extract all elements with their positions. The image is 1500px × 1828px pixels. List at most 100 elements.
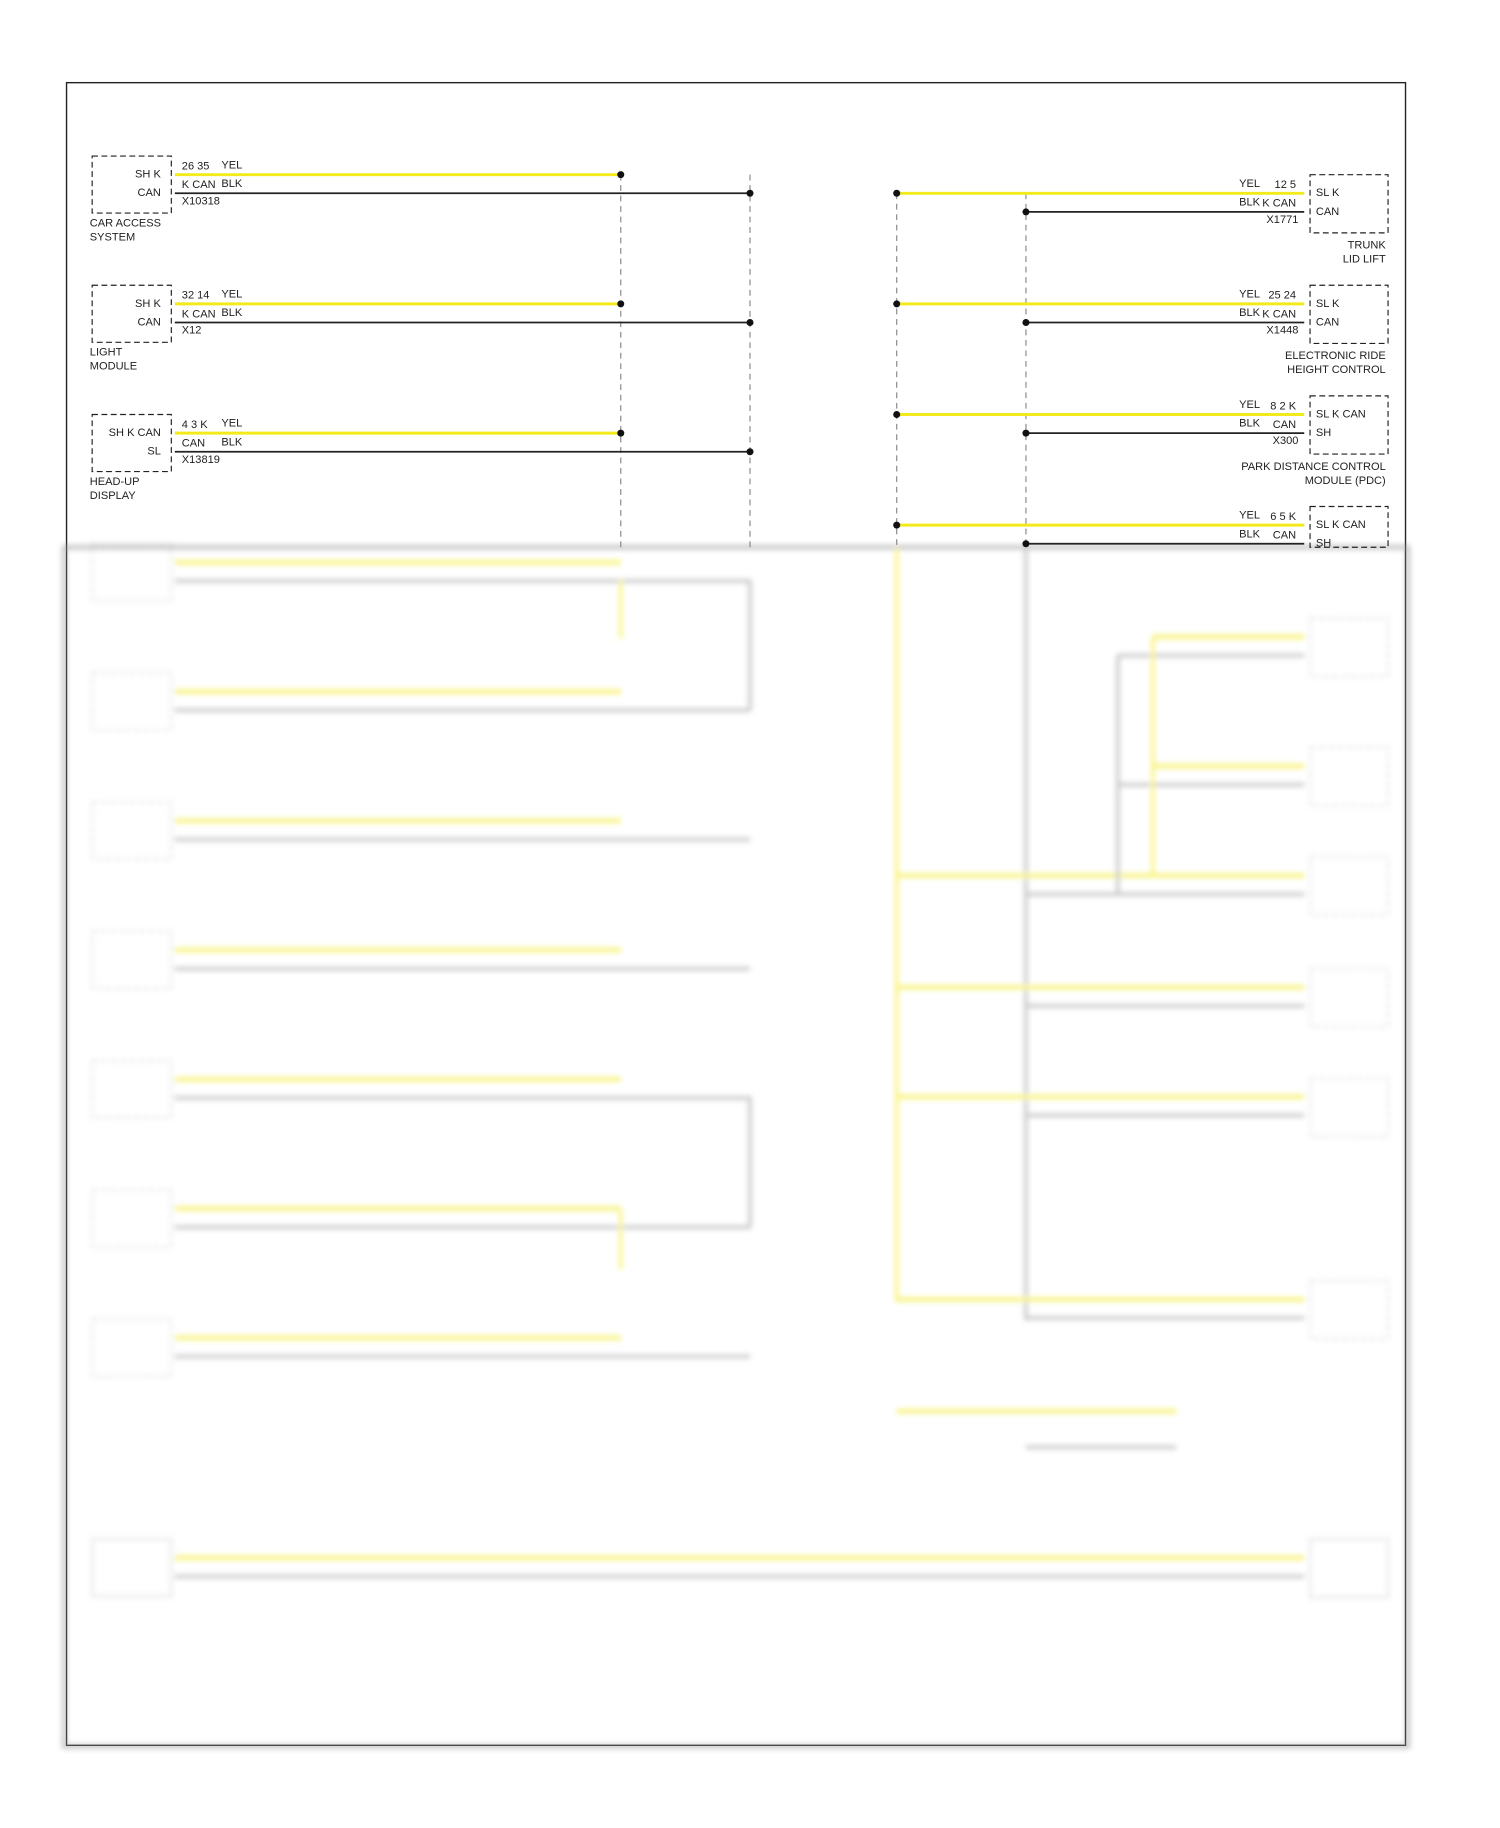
splice [746,189,754,197]
splice [893,300,901,308]
wire-color: BLK [221,436,243,448]
module-box [91,672,172,731]
splice [1022,540,1030,548]
pin-label: SH K [135,298,161,310]
wire-color: BLK [221,307,243,319]
module-name: MODULE [90,361,137,373]
pin-label: SL K [1316,187,1340,199]
connector: X1448 [1266,325,1298,337]
upper [620,174,1027,548]
connector: X1771 [1266,214,1298,226]
module-name: HEIGHT CONTROL [1287,364,1386,376]
connector: X10318 [182,195,220,207]
connector: X12 [182,325,202,337]
pin-numbers: 26 35 [182,160,210,172]
module-box [1309,968,1389,1028]
pin-label: SL K CAN [1316,519,1366,531]
pin-label: SH [1316,427,1331,439]
connector: X300 [1273,435,1299,447]
wire-color: YEL [221,288,242,300]
module-box [1309,1280,1389,1340]
wire-color: BLK [221,178,243,190]
module-box [91,1318,172,1377]
module-box [1309,1077,1389,1137]
faded-area [61,543,1411,1749]
pin-label: CAN [138,187,161,199]
module-box [1309,505,1389,548]
module-box [1309,1538,1389,1599]
pin-label: CAN [138,316,161,328]
wire-color: YEL [1239,510,1260,522]
pin-label: SH K [135,169,161,181]
module-name: SYSTEM [90,231,135,243]
module-box [91,155,172,214]
wire-color: BLK [1239,307,1261,319]
bus-label: K CAN [1262,198,1296,210]
module-name: PARK DISTANCE CONTROL [1241,461,1385,473]
module-box [1309,395,1389,455]
module-box [91,1060,172,1119]
pin-numbers: 32 14 [182,290,210,302]
module-box [1309,284,1389,345]
splice [746,319,754,327]
splice [893,411,901,418]
pin-label: CAN [1316,206,1339,218]
bus-label: CAN [1273,419,1296,431]
splice [1022,429,1030,437]
pin-numbers: 6 5 K [1270,511,1296,523]
pin-label: SL K CAN [1316,408,1366,420]
module-box [91,801,172,860]
splice [1022,208,1030,216]
module-box [1309,174,1389,234]
module-box [91,930,172,990]
connector: X13819 [182,454,220,466]
module-box [1309,856,1389,916]
wire-color: BLK [1239,528,1261,540]
bus-label: K CAN [182,308,216,320]
splice [1022,319,1030,327]
wire-color: YEL [1239,399,1260,411]
pin-label: CAN [1316,316,1339,328]
pin-numbers: 8 2 K [1270,400,1296,412]
splice [617,171,625,179]
wire-color: BLK [1239,197,1261,209]
pin-label: SH [1316,538,1331,550]
module-box [1309,746,1389,807]
module-box [91,1189,172,1248]
splice [893,521,901,529]
pin-numbers: 4 3 K [182,419,208,431]
module-name: MODULE (PDC) [1305,475,1386,487]
wire-color: YEL [221,418,242,430]
module-name: CAR ACCESS [90,217,161,229]
module-name: ELECTRONIC RIDE [1285,350,1386,362]
splice [617,429,625,437]
pin-label: SL K [1316,298,1340,310]
module-name: HEAD-UP [90,476,140,488]
bus-label: CAN [1273,530,1296,542]
fade-frame [61,544,1411,1749]
module-name: LIGHT [90,347,123,359]
splice [617,300,625,308]
wire-color: YEL [1239,178,1260,190]
wire-color: YEL [1239,288,1260,300]
module-box [91,284,172,343]
splice [746,448,754,456]
pin-numbers: 12 5 [1275,179,1297,191]
module-box [91,543,172,602]
wire-color: BLK [1239,418,1261,430]
pin-label: SL [147,446,161,458]
pin-label: SH K CAN [109,427,161,439]
bus-label: K CAN [1262,308,1296,320]
bus-label: K CAN [182,179,216,191]
module-box [1309,617,1389,678]
pin-numbers: 25 24 [1268,290,1296,302]
module-name: LID LIFT [1343,254,1386,266]
module-name: TRUNK [1348,240,1387,252]
module-box [91,1538,172,1597]
frame [65,81,1407,1747]
module-name: DISPLAY [90,490,136,502]
splice [893,189,901,197]
module-box [91,413,172,473]
